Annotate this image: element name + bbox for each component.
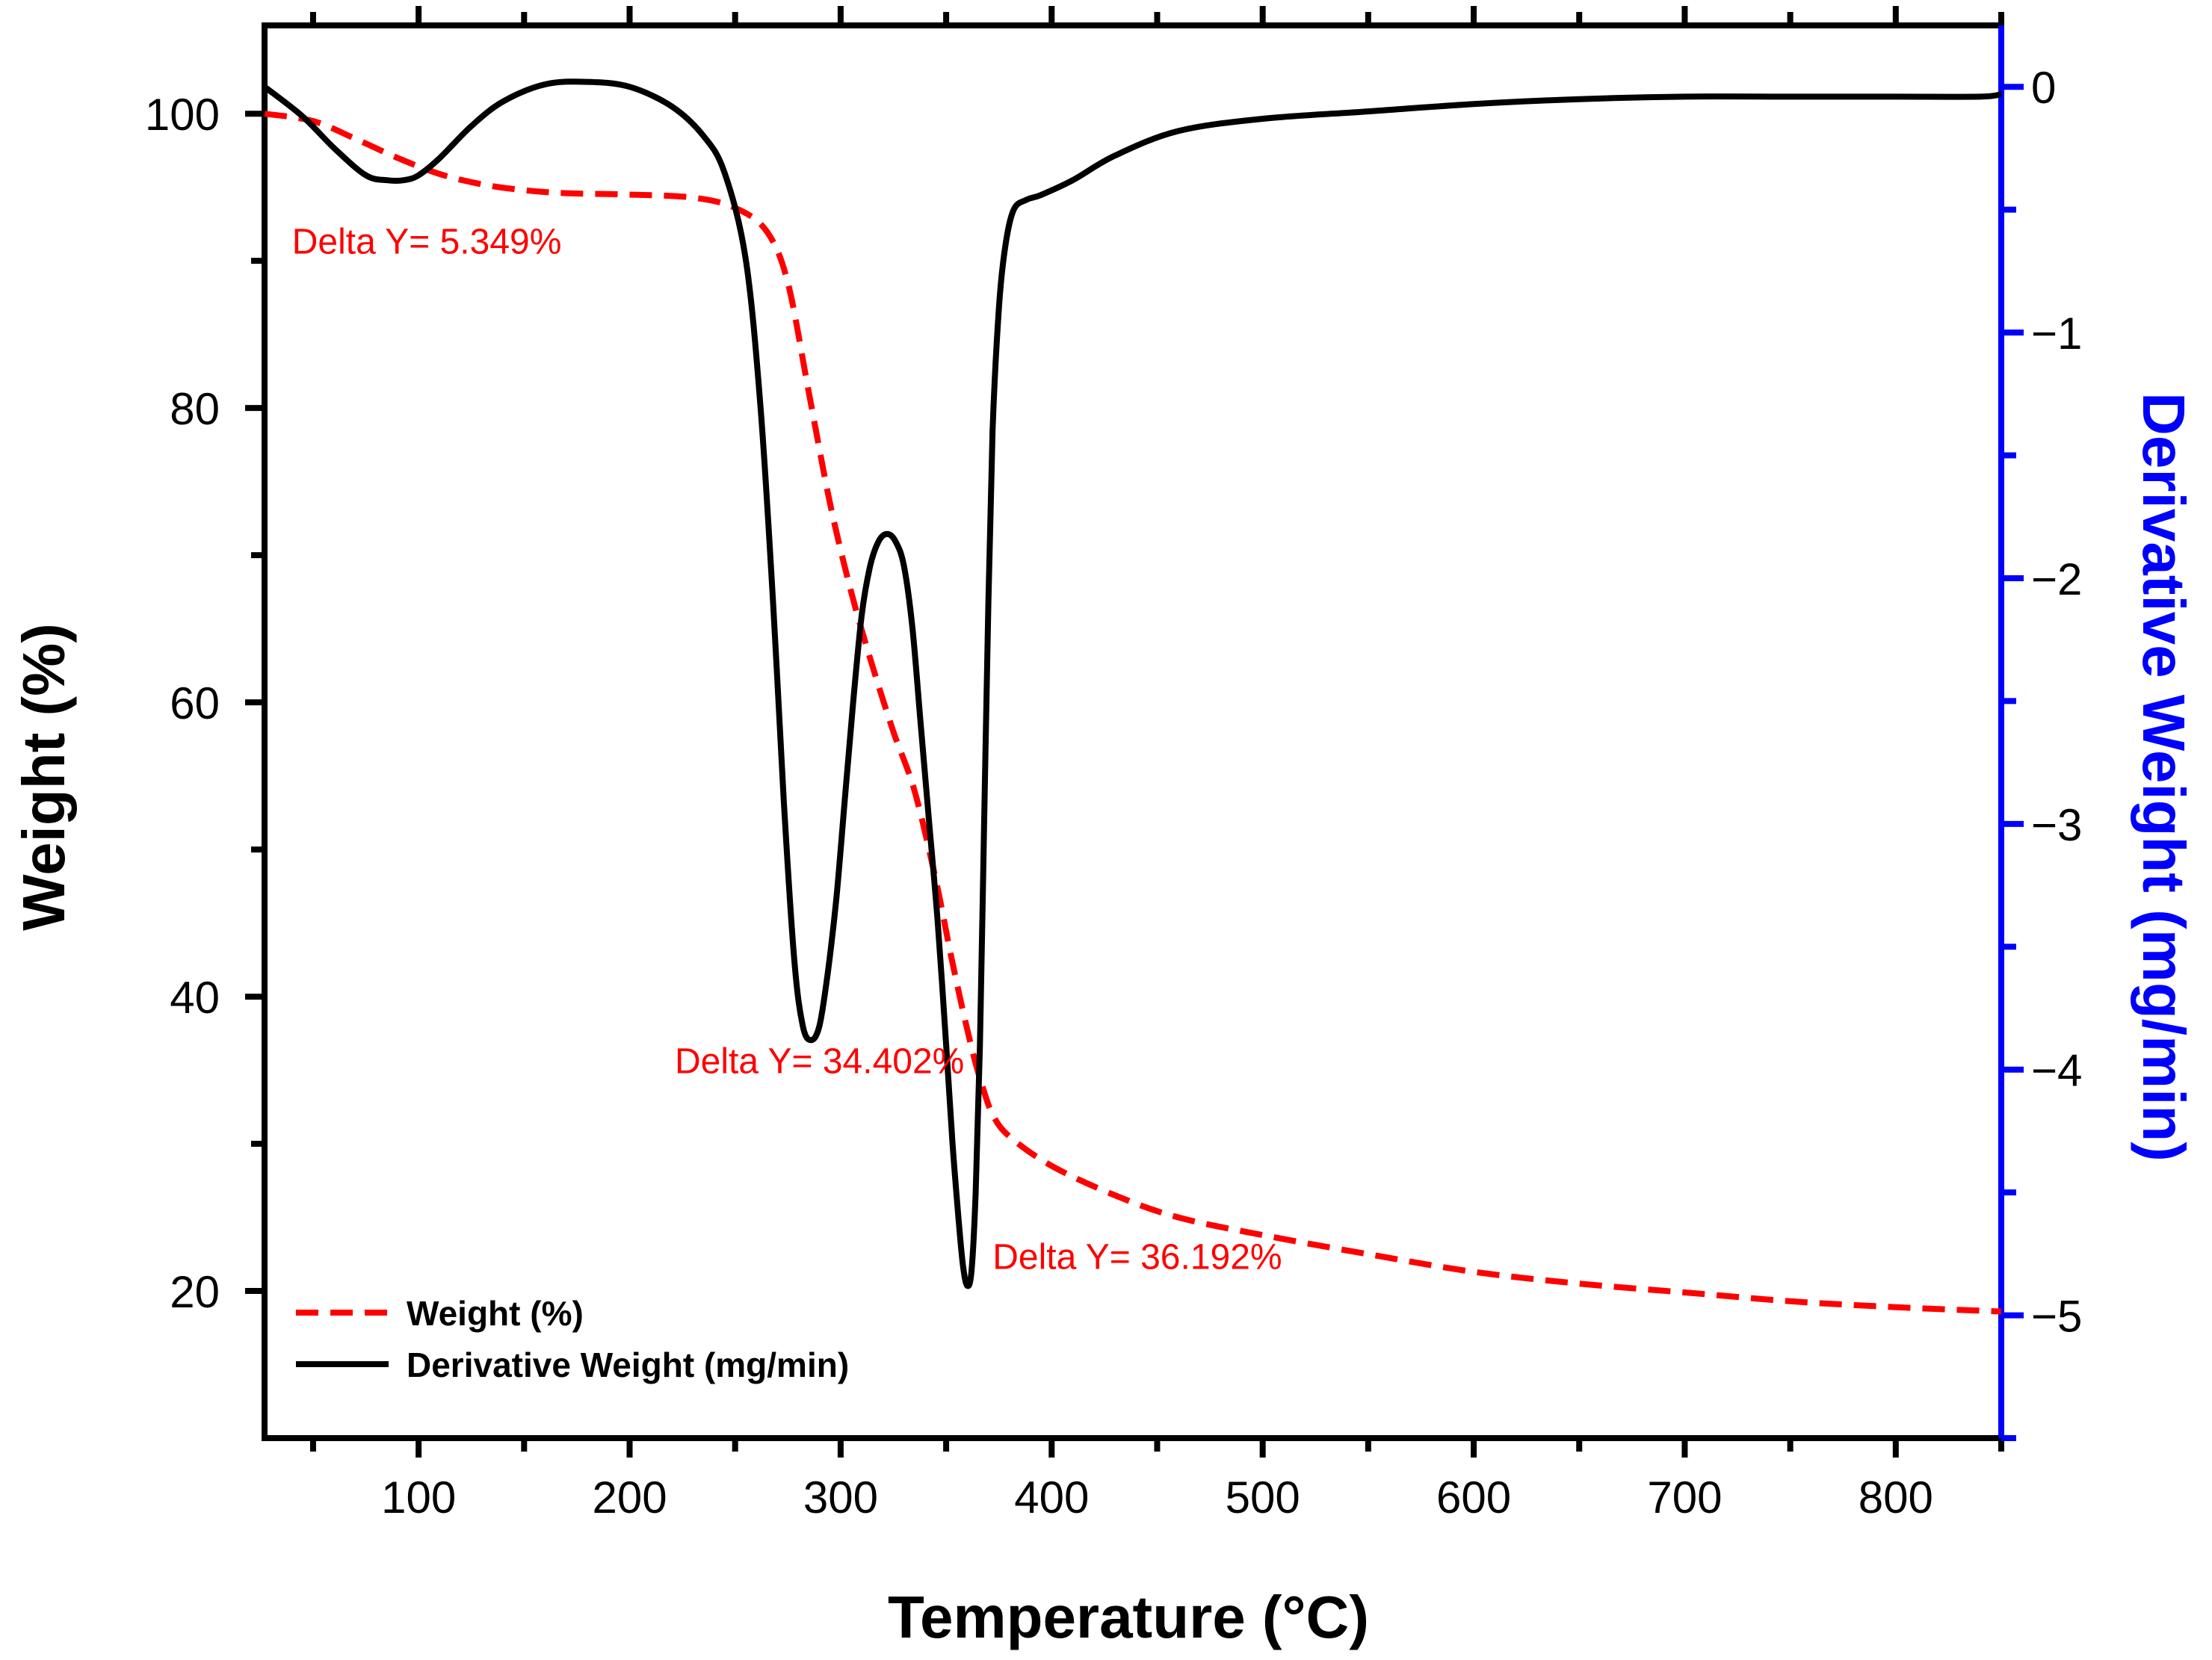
- y-left-tick-label: 80: [170, 384, 220, 434]
- y-left-tick-label: 40: [170, 973, 220, 1023]
- x-tick-label: 700: [1647, 1472, 1722, 1523]
- delta-annotation: Delta Y= 36.192%: [992, 1237, 1282, 1277]
- derivative-series-line: [262, 78, 2002, 1289]
- delta-annotation: Delta Y= 5.349%: [292, 222, 562, 261]
- y-right-tick-label: −3: [2031, 800, 2082, 850]
- y-left-axis-title: Weight (%): [10, 623, 77, 931]
- legend-derivative-label: Derivative Weight (mg/min): [407, 1345, 849, 1384]
- y-right-tick-label: 0: [2031, 63, 2056, 113]
- y-right-tick-label: −1: [2031, 309, 2082, 359]
- series-layer: [262, 78, 2002, 1315]
- delta-annotation: Delta Y= 34.402%: [675, 1041, 964, 1081]
- annotation-layer: Delta Y= 5.349% Delta Y= 34.402% Delta Y= …: [292, 222, 1282, 1277]
- x-tick-label: 300: [803, 1472, 878, 1523]
- x-axis-title: Temperature (°C): [888, 1584, 1369, 1650]
- y-right-tick-label: −4: [2031, 1046, 2082, 1096]
- x-tick-label: 400: [1014, 1472, 1089, 1523]
- plot-frame: [262, 22, 2004, 1441]
- x-tick-label: 200: [592, 1472, 667, 1523]
- y-right-tick-label: −2: [2031, 554, 2082, 604]
- x-axis-ticks: 100 200 300 400 500 600 700 800: [309, 6, 2004, 1523]
- y-left-tick-label: 60: [170, 678, 220, 728]
- weight-series-line: [264, 111, 2002, 1315]
- x-tick-label: 500: [1226, 1472, 1300, 1523]
- legend: Weight (%) Derivative Weight (mg/min): [296, 1294, 849, 1384]
- y-right-tick-label: −5: [2031, 1292, 2082, 1342]
- y-left-tick-label: 100: [145, 90, 220, 140]
- x-tick-label: 600: [1436, 1472, 1511, 1523]
- y-left-axis-ticks: 20 40 60 80 100: [145, 90, 265, 1317]
- x-tick-label: 100: [381, 1472, 456, 1523]
- legend-weight-label: Weight (%): [407, 1294, 584, 1333]
- y-right-axis-ticks: −5 −4 −3 −2 −1 0: [2001, 63, 2082, 1441]
- y-left-tick-label: 20: [170, 1267, 220, 1317]
- x-tick-label: 800: [1859, 1472, 1933, 1523]
- y-right-axis-title: Derivative Weight (mg/min): [2131, 392, 2197, 1162]
